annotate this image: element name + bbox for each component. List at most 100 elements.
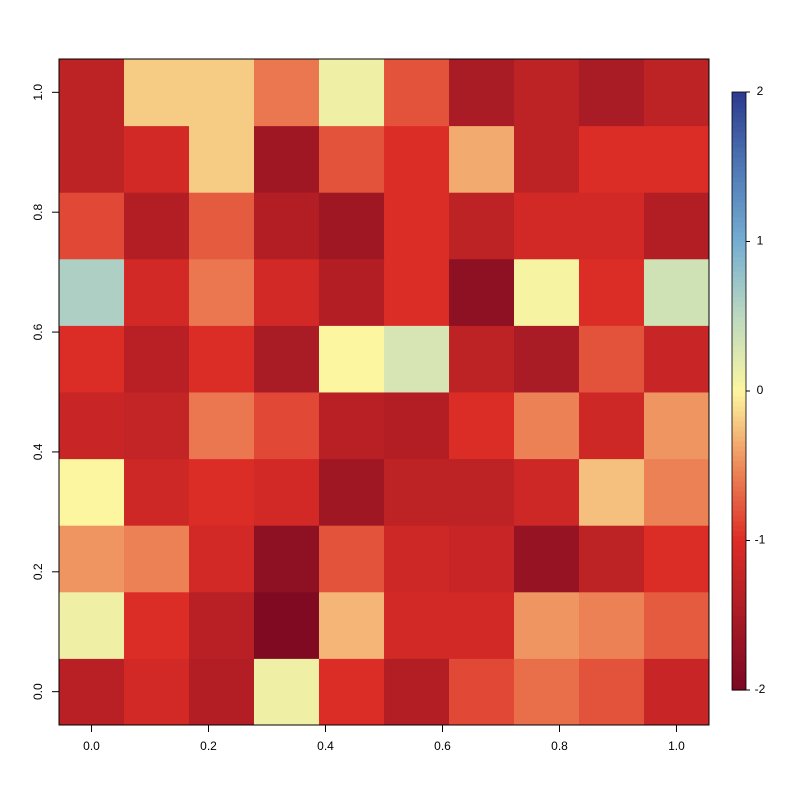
heat-cell [643,59,710,127]
heat-cell [189,525,255,593]
heat-cell [449,591,515,659]
heat-cell [253,525,320,593]
heat-cell [189,458,255,526]
y-tick-label: 0.8 [31,204,45,221]
colorbar-swatch [732,625,746,631]
colorbar-swatch [732,151,746,158]
heat-cell [189,59,255,127]
heat-cell [449,525,515,593]
colorbar-swatch [732,256,746,263]
colorbar-swatch [732,296,746,302]
heat-cell [59,125,125,193]
colorbar-swatch [732,640,746,646]
heat-cell [124,258,190,326]
heat-cell [189,192,255,260]
colorbar-swatch [732,535,746,542]
heat-cell [514,658,580,726]
colorbar-swatch [732,660,746,666]
colorbar-swatch [732,480,746,487]
colorbar-swatch [732,156,746,163]
heat-cell [124,59,190,127]
colorbar-swatch [732,211,746,218]
heat-cell [384,258,450,326]
colorbar-swatch [732,465,746,472]
heat-cell [643,125,710,193]
colorbar-swatch [732,166,746,173]
colorbar-swatch [732,420,746,427]
heat-cell [59,525,125,593]
colorbar-swatch [732,675,746,681]
colorbar-swatch [732,301,746,307]
heat-cell [59,658,125,726]
heat-cell [578,125,645,193]
heat-cell [384,392,450,460]
heat-cell [643,458,710,526]
heat-cell [253,59,320,127]
colorbar-swatch [732,276,746,282]
heat-cell [384,525,450,593]
colorbar-swatch [732,346,746,352]
colorbar-swatch [732,236,746,243]
heat-cell [318,59,385,127]
colorbar-swatch [732,520,746,527]
heat-cell [59,258,125,326]
heat-cell [59,59,125,127]
colorbar-swatch [732,580,746,586]
heat-cell [643,658,710,726]
heat-cell [449,258,515,326]
heat-cell [124,392,190,460]
colorbar-swatch [732,306,746,312]
colorbar-swatch [732,665,746,671]
heat-cell [124,325,190,393]
colorbar-swatch [732,286,746,292]
colorbar-swatch [732,605,746,611]
colorbar-swatch [732,485,746,492]
heat-cell [124,525,190,593]
colorbar-swatch [732,271,746,277]
colorbar-tick-label: -1 [755,533,766,547]
heat-cell [253,658,320,726]
colorbar-tick-label: 0 [757,383,764,397]
colorbar-swatch [732,595,746,601]
colorbar-swatch [732,221,746,228]
heat-cell [318,525,385,593]
heat-cell [124,591,190,659]
colorbar-swatch [732,630,746,636]
colorbar-swatch [732,555,746,562]
heat-cell [643,192,710,260]
heat-cell [384,125,450,193]
heat-cell [59,591,125,659]
heat-cell [449,59,515,127]
x-tick-label: 0.0 [83,739,100,753]
heat-cell [643,591,710,659]
heat-cell [189,325,255,393]
colorbar-swatch [732,450,746,457]
heat-cell [514,325,580,393]
colorbar-swatch [732,111,746,118]
colorbar-swatch [732,241,746,248]
colorbar-swatch [732,316,746,322]
colorbar-swatch [732,410,746,417]
colorbar-swatch [732,376,746,382]
x-tick-label: 0.6 [434,739,451,753]
heat-cell [384,59,450,127]
heat-cell [514,458,580,526]
colorbar-swatch [732,635,746,641]
colorbar-swatch [732,336,746,342]
heat-cell [643,325,710,393]
colorbar-tick-label: -2 [755,682,766,696]
heat-cell [514,392,580,460]
colorbar-swatch [732,126,746,133]
colorbar-swatch [732,351,746,357]
heat-cell [643,258,710,326]
colorbar-swatch [732,460,746,467]
colorbar-swatch [732,371,746,377]
heat-cell [449,325,515,393]
heat-cell [318,392,385,460]
heat-cell [189,591,255,659]
heat-cell [384,192,450,260]
colorbar-swatch [732,331,746,337]
heat-cell [124,658,190,726]
colorbar-swatch [732,435,746,442]
heat-cell [59,325,125,393]
